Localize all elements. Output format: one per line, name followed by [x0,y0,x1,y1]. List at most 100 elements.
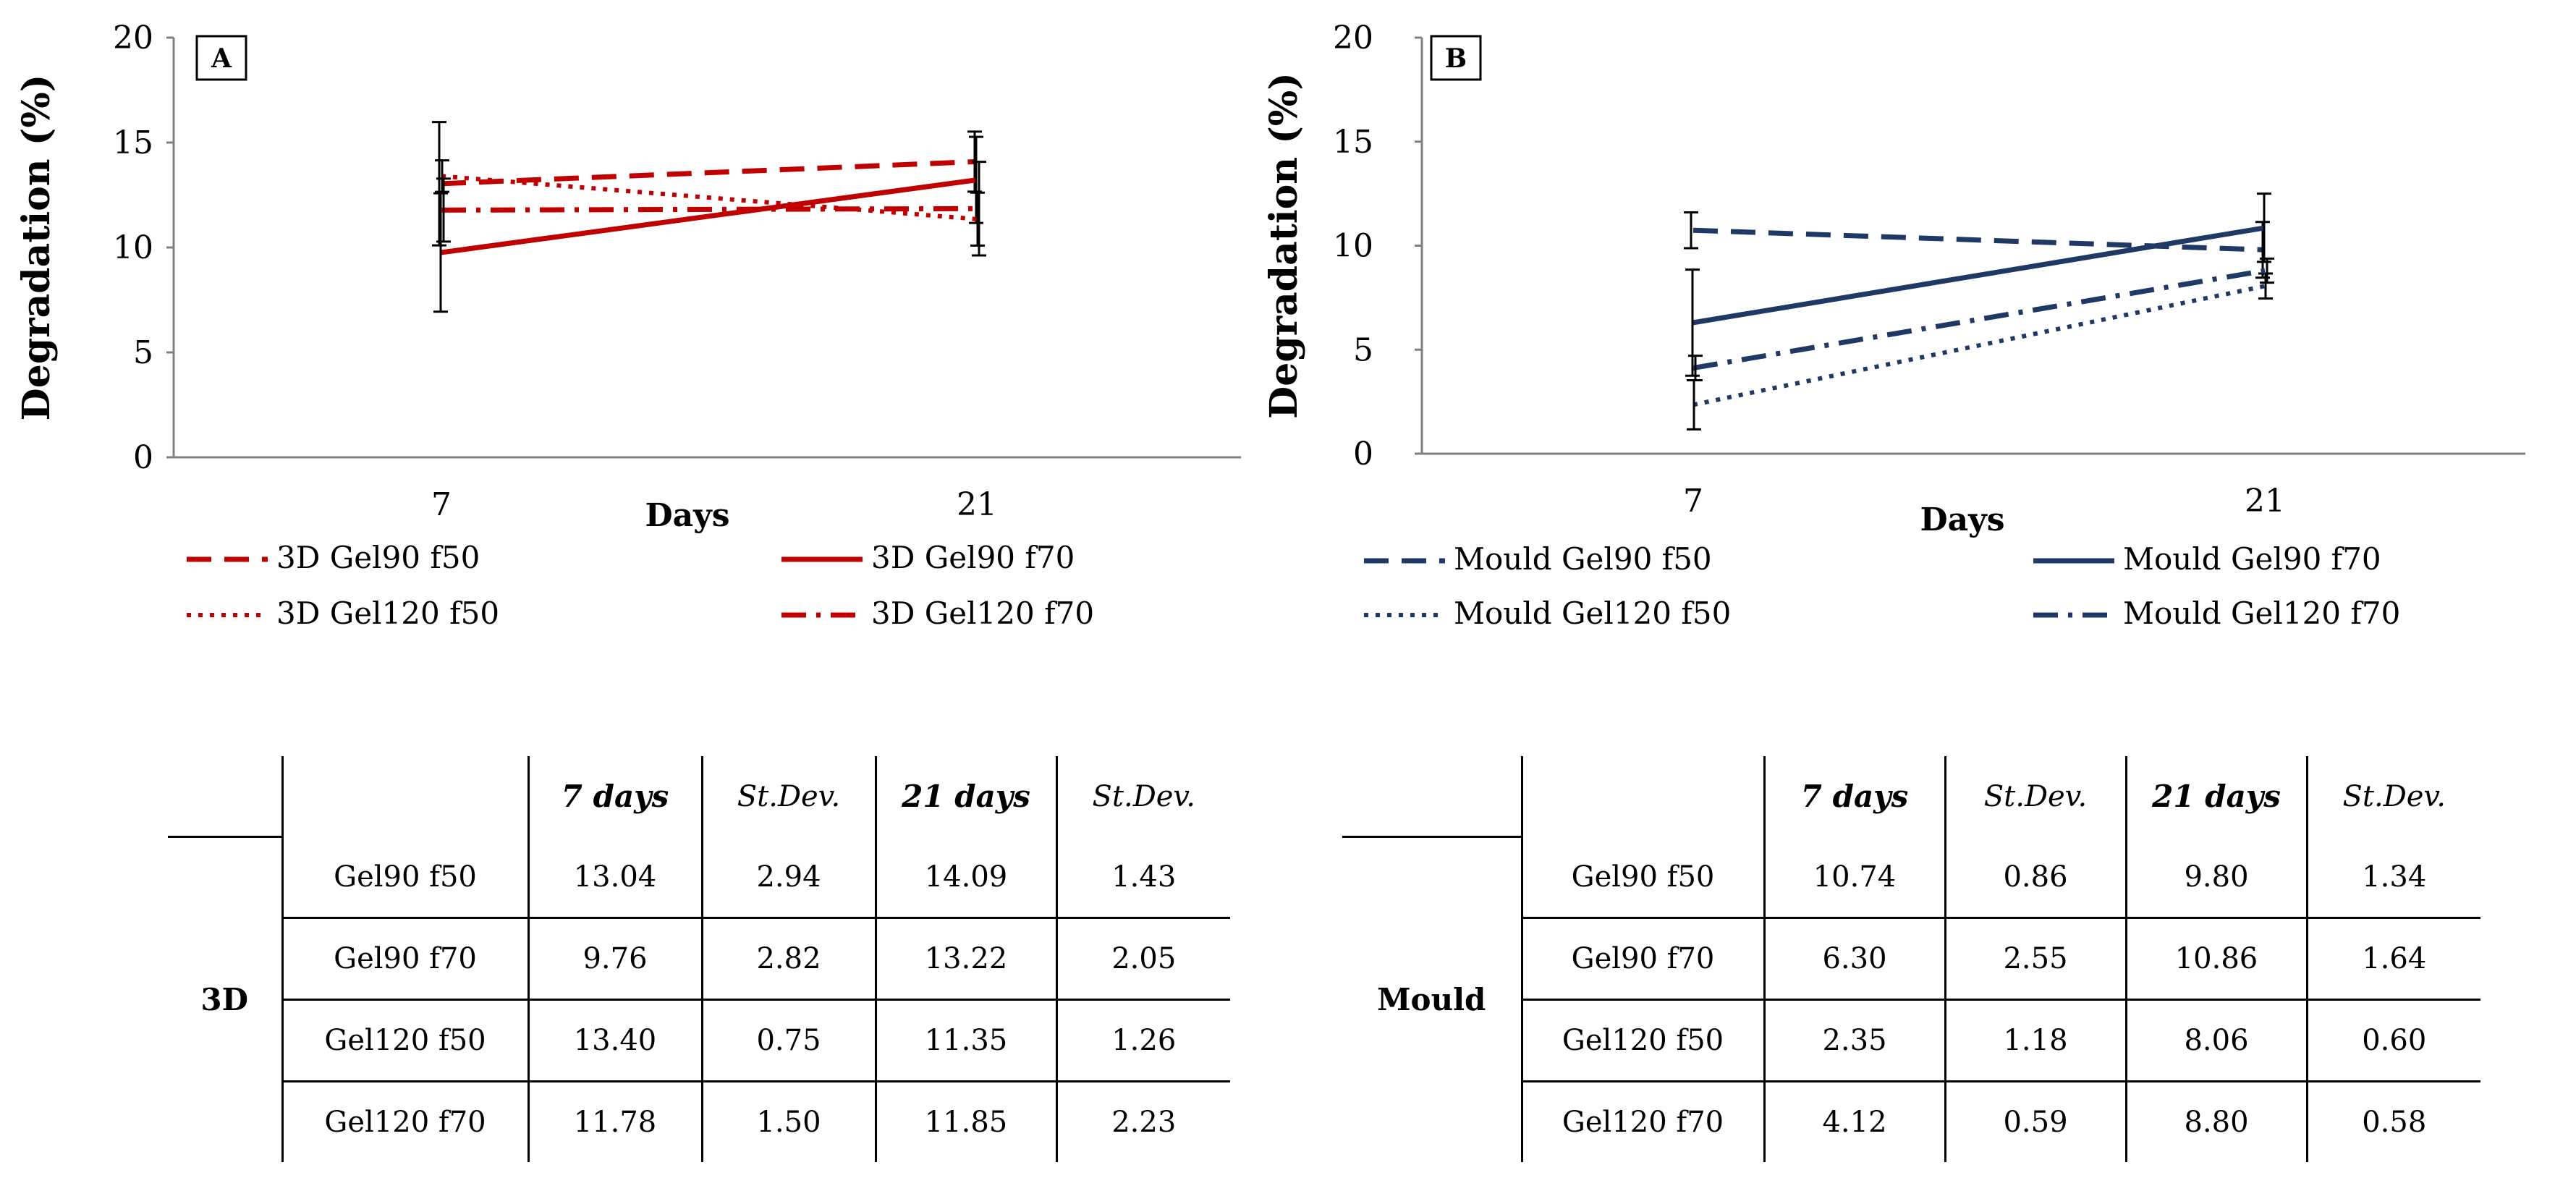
series-line [1692,227,2266,253]
table-cell: 1.50 [700,1080,876,1162]
legend-label: 3D Gel120 f70 [871,596,1094,631]
table-cell: 8.80 [2124,1080,2307,1162]
series-line [1692,268,2266,371]
row-label: Gel120 f50 [1522,998,1764,1081]
table-cell: 1.43 [1055,836,1230,918]
legend-label: 3D Gel90 f70 [871,540,1075,575]
header-stdev: St.Dev. [1055,756,1230,837]
series-3: Mould Gel120 f50 [1364,272,2273,631]
table-cell: 1.34 [2305,836,2480,918]
table-cell: 10.86 [2124,916,2307,999]
table-cell: 1.18 [1944,998,2126,1081]
table-cell: 13.40 [527,998,702,1081]
legend-label: Mould Gel120 f50 [1454,596,1731,631]
y-tick-label: 10 [113,229,153,266]
row-label: Gel120 f70 [1522,1080,1764,1162]
header-7days: 7 days [527,756,702,837]
table-cell: 6.30 [1763,916,1945,999]
header-stdev: St.Dev. [2305,756,2480,837]
series-2: Mould Gel90 f70 [1685,192,2381,577]
table-cell: 13.22 [874,916,1056,999]
table-cell: 1.64 [2305,916,2480,999]
legend-label: Mould Gel90 f50 [1454,541,1712,577]
series-line [441,205,978,213]
x-axis-title: Days [645,497,729,534]
series-line [1692,225,2266,326]
panel-label: B [1445,43,1467,74]
chart-panel-A: 0 5 10 15 20 7 21 Days Degradation (%) A 3D Gel90 … [14,20,1241,631]
degradation-charts: 0 5 10 15 20 7 21 Days Degradation (%) A 3D Gel90 … [14,20,2525,631]
row-label: Gel120 f50 [282,998,528,1081]
table-cell: 2.94 [700,836,876,918]
row-label: Gel90 f70 [282,916,528,999]
panel-label: A [211,43,232,74]
panel-label-box [195,35,247,81]
x-tick-label: 7 [431,486,452,523]
table-cell: 0.60 [2305,998,2480,1081]
table-cell: 4.12 [1763,1080,1945,1162]
y-tick-label: 0 [1353,436,1373,473]
table-cell: 0.59 [1944,1080,2126,1162]
series-4: Mould Gel120 f70 [1688,257,2400,631]
y-tick-label: 20 [1333,20,1373,56]
y-tick-label: 10 [1333,228,1373,265]
row-label: Gel120 f70 [282,1080,528,1162]
table-cell: 11.78 [527,1080,702,1162]
table-mould: 7 days St.Dev. 21 days St.Dev. Mould Gel… [1342,756,2480,1162]
series-line [441,177,978,255]
header-21days: 21 days [874,756,1056,837]
table-cell: 2.05 [1055,916,1230,999]
series-3: 3D Gel120 f50 [187,159,985,631]
table-cell: 0.58 [2305,1080,2480,1162]
table-3d: 7 days St.Dev. 21 days St.Dev. 3D Gel90 … [168,756,1230,1162]
group-label: Mould [1342,836,1523,1162]
series-4: 3D Gel120 f70 [436,161,1094,631]
table-cell: 9.76 [527,916,702,999]
header-stdev: St.Dev. [700,756,876,837]
y-tick-label: 5 [1353,331,1373,368]
y-tick-label: 0 [133,439,153,476]
row-label: Gel90 f50 [334,860,477,894]
panel-label-box [1430,35,1482,81]
legend-label: Mould Gel120 f70 [2123,596,2400,631]
x-axis-title: Days [1920,501,2004,538]
y-tick-label: 15 [1333,124,1373,161]
series-2: 3D Gel90 f70 [433,135,1075,575]
y-axis-title: Degradation (%) [14,75,59,421]
table-cell: 0.86 [1944,836,2126,918]
series-line [441,158,978,187]
header-21days: 21 days [2124,756,2307,837]
legend-label: Mould Gel90 f70 [2123,541,2381,577]
y-tick-label: 20 [113,20,153,56]
table-cell: 2.35 [1763,998,1945,1081]
row-label: Gel90 f70 [1522,916,1764,999]
table-cell: 0.75 [700,998,876,1081]
legend-label: 3D Gel120 f50 [276,596,499,631]
y-tick-label: 15 [113,124,153,161]
table-cell: 11.35 [874,998,1056,1081]
table-cell: 1.26 [1055,998,1230,1081]
table-cell: 9.80 [2124,836,2307,918]
table-cell: 8.06 [2124,998,2307,1081]
chart-panel-B: 0 5 10 15 20 7 21 Days Degradation (%) B Mould Gel… [1262,20,2525,631]
y-axis-title: Degradation (%) [1262,72,1306,419]
legend-label: 3D Gel90 f50 [276,540,480,575]
table-cell: 14.09 [874,836,1056,918]
series-1: 3D Gel90 f50 [187,121,982,575]
y-tick-label: 5 [133,334,153,371]
series-1: Mould Gel90 f50 [1364,211,2270,577]
table-cell: 2.55 [1944,916,2126,999]
x-tick-label: 21 [2245,483,2285,520]
group-label: 3D [168,836,284,1162]
header-7days: 7 days [1763,756,1945,837]
x-tick-label: 21 [957,486,997,523]
series-line [1692,284,2266,407]
table-cell: 2.23 [1055,1080,1230,1162]
table-cell: 13.04 [527,836,702,918]
x-tick-label: 7 [1683,483,1703,520]
row-label: Gel90 f50 [1571,860,1715,894]
table-cell: 2.82 [700,916,876,999]
table-cell: 11.85 [874,1080,1056,1162]
series-line [441,174,978,221]
header-stdev: St.Dev. [1944,756,2126,837]
